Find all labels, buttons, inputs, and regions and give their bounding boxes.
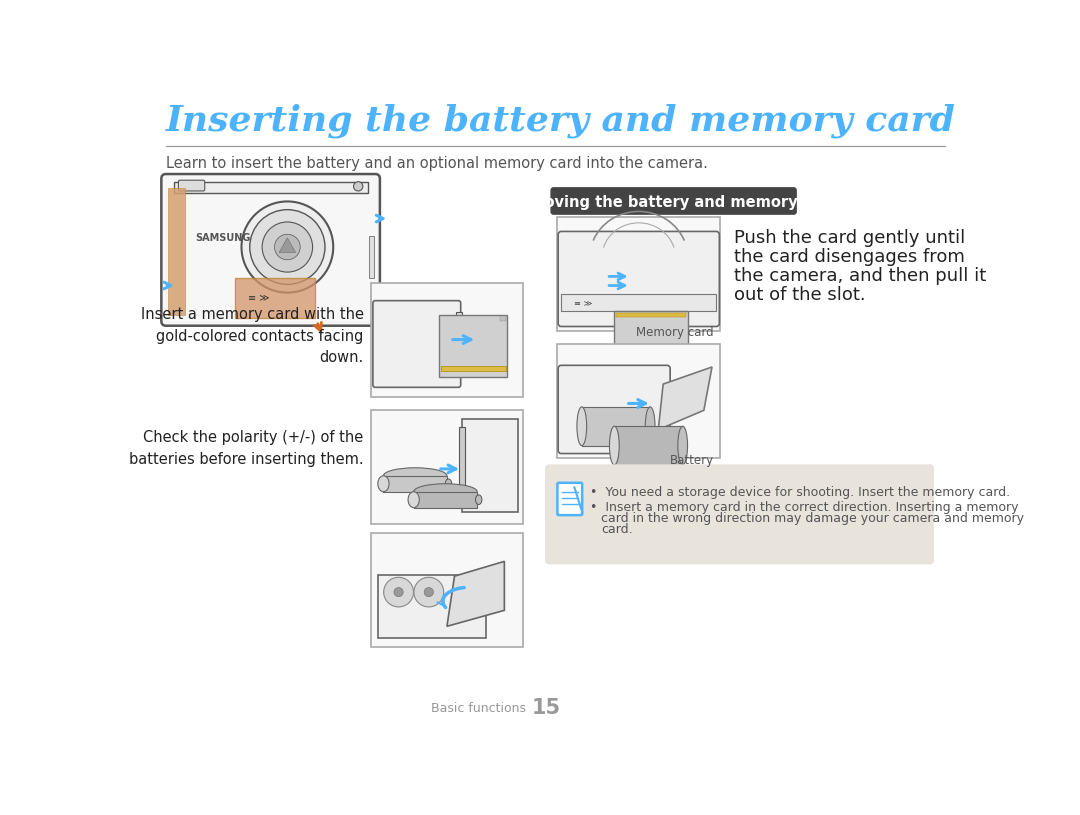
Circle shape [383, 577, 414, 607]
Bar [500, 316, 505, 320]
Polygon shape [659, 367, 712, 430]
Ellipse shape [475, 495, 482, 504]
Ellipse shape [378, 476, 389, 491]
Bar [174, 182, 367, 192]
Bar [582, 407, 650, 446]
Circle shape [262, 222, 312, 272]
Bar [459, 427, 465, 490]
Text: Memory card: Memory card [636, 327, 714, 340]
Bar [557, 217, 720, 331]
Ellipse shape [609, 426, 619, 465]
Bar [616, 313, 686, 317]
FancyBboxPatch shape [373, 301, 461, 387]
Bar [167, 188, 185, 315]
Text: card in the wrong direction may damage your camera and memory: card in the wrong direction may damage y… [600, 512, 1024, 525]
Text: Battery: Battery [670, 453, 714, 466]
Bar [440, 315, 508, 377]
Text: Check the polarity (+/-) of the
batteries before inserting them.: Check the polarity (+/-) of the batterie… [129, 430, 364, 467]
Bar [372, 410, 523, 523]
Polygon shape [447, 562, 504, 626]
Text: 15: 15 [531, 698, 561, 718]
Bar [615, 426, 683, 465]
Bar [462, 419, 518, 512]
FancyBboxPatch shape [545, 465, 934, 565]
Ellipse shape [408, 491, 419, 508]
Text: the card disengages from: the card disengages from [734, 248, 964, 266]
Bar [456, 312, 462, 337]
Text: ≡ ≫: ≡ ≫ [248, 293, 270, 303]
Bar [372, 283, 523, 397]
Ellipse shape [414, 484, 477, 500]
Text: •  You need a storage device for shooting. Insert the memory card.: • You need a storage device for shooting… [590, 486, 1010, 499]
FancyBboxPatch shape [558, 231, 719, 327]
Text: Push the card gently until: Push the card gently until [734, 229, 966, 247]
Text: Basic functions: Basic functions [431, 702, 526, 715]
Circle shape [424, 588, 433, 597]
Ellipse shape [577, 407, 586, 446]
Circle shape [353, 182, 363, 191]
Ellipse shape [383, 468, 447, 484]
Bar [441, 367, 505, 371]
Bar [414, 491, 477, 508]
FancyBboxPatch shape [551, 187, 797, 215]
Text: ≡ ≫: ≡ ≫ [575, 299, 593, 308]
Bar [615, 311, 688, 354]
Bar [235, 278, 314, 318]
Bar [378, 575, 486, 637]
Bar [557, 344, 720, 458]
Text: out of the slot.: out of the slot. [734, 286, 866, 305]
Circle shape [242, 201, 334, 293]
Bar [372, 533, 523, 647]
Circle shape [249, 209, 325, 284]
Text: Learn to insert the battery and an optional memory card into the camera.: Learn to insert the battery and an optio… [166, 156, 707, 171]
FancyBboxPatch shape [558, 365, 670, 453]
Ellipse shape [445, 479, 451, 488]
Text: Inserting the battery and memory card: Inserting the battery and memory card [166, 104, 956, 138]
Text: SAMSUNG: SAMSUNG [194, 233, 251, 244]
Text: Insert a memory card with the
gold-colored contacts facing
down.: Insert a memory card with the gold-color… [140, 307, 364, 365]
FancyBboxPatch shape [161, 174, 380, 326]
Text: the camera, and then pull it: the camera, and then pull it [734, 267, 986, 285]
Bar [369, 236, 374, 279]
Bar [383, 476, 447, 491]
Bar [562, 293, 716, 311]
Ellipse shape [645, 407, 654, 446]
Text: Removing the battery and memory card: Removing the battery and memory card [508, 195, 839, 210]
Ellipse shape [678, 426, 688, 465]
Circle shape [394, 588, 403, 597]
Polygon shape [279, 238, 296, 253]
Text: card.: card. [600, 523, 633, 535]
Text: •  Insert a memory card in the correct direction. Inserting a memory: • Insert a memory card in the correct di… [590, 501, 1018, 514]
Circle shape [414, 577, 444, 607]
Circle shape [274, 234, 300, 260]
FancyBboxPatch shape [178, 180, 205, 191]
FancyBboxPatch shape [557, 482, 582, 515]
